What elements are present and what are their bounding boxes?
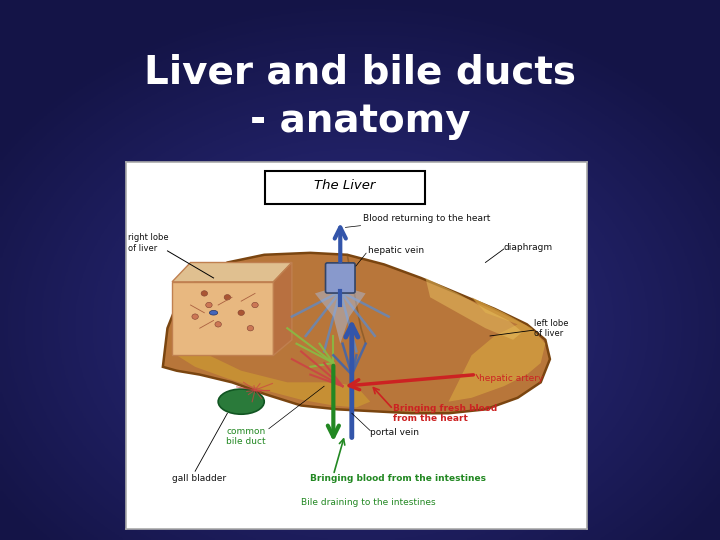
Text: Bile draining to the intestines: Bile draining to the intestines (301, 498, 436, 507)
Text: gall bladder: gall bladder (172, 475, 226, 483)
Circle shape (224, 295, 230, 300)
Polygon shape (426, 278, 522, 340)
Ellipse shape (210, 310, 217, 315)
Circle shape (247, 326, 253, 331)
Text: Bringing blood from the intestines: Bringing blood from the intestines (310, 475, 486, 483)
Text: hepatic artery: hepatic artery (479, 374, 543, 383)
FancyBboxPatch shape (265, 171, 425, 204)
Polygon shape (172, 262, 292, 282)
Polygon shape (315, 286, 366, 343)
Polygon shape (163, 253, 550, 413)
Text: Bringing fresh blood
from the heart: Bringing fresh blood from the heart (393, 403, 498, 423)
Circle shape (238, 310, 244, 315)
Text: portal vein: portal vein (370, 428, 419, 437)
Circle shape (252, 302, 258, 308)
Circle shape (215, 322, 221, 327)
Polygon shape (172, 282, 274, 355)
Circle shape (201, 291, 207, 296)
Text: Liver and bile ducts: Liver and bile ducts (144, 54, 576, 92)
Text: left lobe
of liver: left lobe of liver (534, 319, 568, 338)
Text: Blood returning to the heart: Blood returning to the heart (346, 213, 491, 227)
Text: diaphragm: diaphragm (504, 242, 553, 252)
Text: The Liver: The Liver (314, 179, 376, 192)
FancyBboxPatch shape (325, 263, 355, 293)
Circle shape (192, 314, 198, 319)
Text: right lobe
of liver: right lobe of liver (128, 233, 169, 253)
Circle shape (206, 302, 212, 308)
Polygon shape (449, 298, 545, 402)
Polygon shape (176, 343, 370, 408)
Text: common
bile duct: common bile duct (226, 427, 266, 446)
Text: - anatomy: - anatomy (250, 103, 470, 140)
Text: hepatic vein: hepatic vein (368, 246, 424, 255)
Polygon shape (274, 262, 292, 355)
Ellipse shape (218, 389, 264, 414)
